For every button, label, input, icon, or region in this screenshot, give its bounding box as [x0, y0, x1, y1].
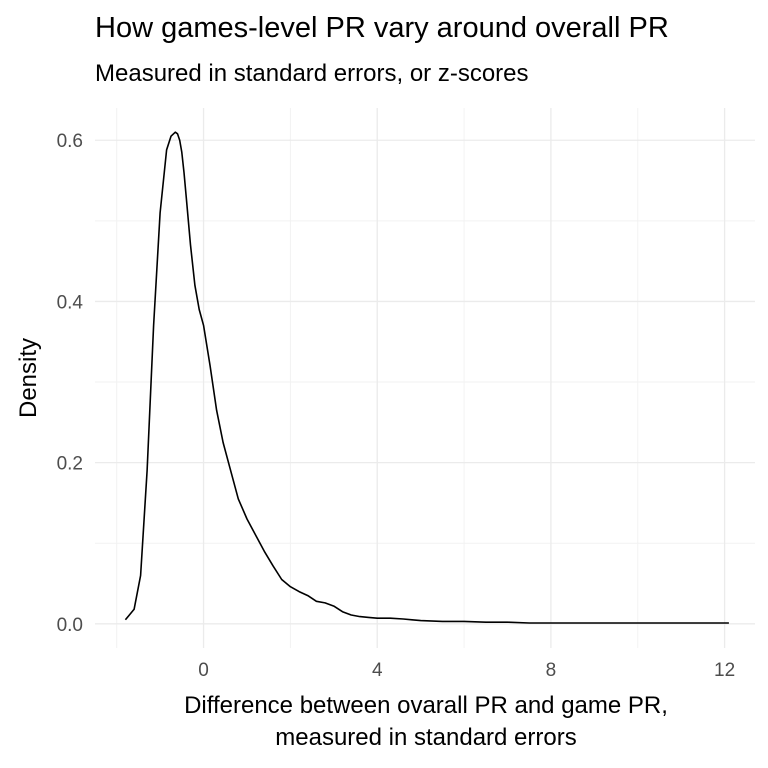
x-tick-label: 12 — [714, 660, 735, 681]
y-tick-label: 0.4 — [57, 292, 84, 313]
y-tick-label: 0.6 — [57, 131, 83, 152]
y-tick-label: 0.0 — [57, 615, 83, 636]
x-axis-label: Difference between ovarall PR and game P… — [95, 690, 757, 754]
tick-labels: 0 4 8 12 0.0 0.2 0.4 0.6 — [57, 131, 736, 681]
chart-title: How games-level PR vary around overall P… — [95, 12, 669, 44]
x-axis-label-line1: Difference between ovarall PR and game P… — [184, 692, 668, 719]
x-tick-label: 8 — [546, 660, 557, 681]
x-tick-label: 4 — [372, 660, 383, 681]
x-axis-label-line2: measured in standard errors — [275, 724, 577, 751]
chart-subtitle: Measured in standard errors, or z-scores — [95, 60, 529, 87]
major-gridlines — [95, 108, 755, 648]
x-tick-label: 0 — [198, 660, 209, 681]
minor-gridlines — [95, 108, 755, 648]
y-axis-label: Density — [15, 337, 42, 419]
density-curve — [124, 131, 729, 624]
y-tick-label: 0.2 — [57, 454, 83, 475]
